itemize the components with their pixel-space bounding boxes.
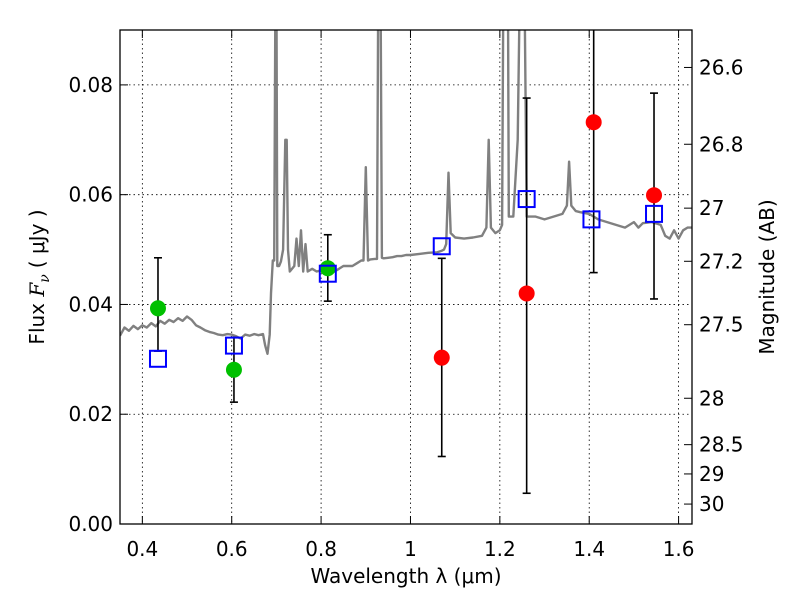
x-tick-label: 1.2 xyxy=(484,537,516,561)
data-point-circle xyxy=(646,187,663,204)
model-photometry-square xyxy=(318,264,337,283)
mag-tick-label: 29 xyxy=(699,462,724,486)
model-photometry-square xyxy=(224,336,243,355)
data-point-circle xyxy=(518,285,535,302)
mag-tick-label: 27.2 xyxy=(699,249,744,273)
spectrum-line xyxy=(120,30,692,355)
data-point-circle xyxy=(585,114,602,131)
axis-ticks: 0.4 0.6 0.8 1 1.2 1.4 1.6 0.00 0.02 0.04 0.06 0.08 2… xyxy=(68,30,744,561)
x-tick-label: 0.6 xyxy=(216,537,248,561)
x-tick-label: 1 xyxy=(404,537,417,561)
mag-tick-label: 28 xyxy=(699,386,724,410)
y-tick-label: 0.06 xyxy=(68,183,113,207)
plot-background xyxy=(120,30,692,524)
mag-tick-label: 26.6 xyxy=(699,55,744,79)
y-tick-label: 0.02 xyxy=(68,402,113,426)
spectrum-layer xyxy=(120,30,692,355)
data-point-circle xyxy=(319,260,336,277)
y-tick-label: 0.08 xyxy=(68,73,113,97)
mag-tick-label: 27.5 xyxy=(699,313,744,337)
mag-tick-label: 27 xyxy=(699,196,724,220)
y-tick-label: 0.00 xyxy=(68,512,113,536)
data-point-circle xyxy=(433,349,450,366)
data-point-circle xyxy=(149,300,166,317)
mag-tick-label: 28.5 xyxy=(699,433,744,457)
model-photometry-square xyxy=(148,349,167,368)
marker-layer xyxy=(148,114,664,378)
x-tick-label: 1.4 xyxy=(573,537,605,561)
x-tick-label: 1.6 xyxy=(663,537,695,561)
data-point-circle xyxy=(225,361,242,378)
y-axis-label: Flux Fν( μJy ) xyxy=(25,209,53,344)
plot-frame xyxy=(119,29,693,525)
y-tick-label: 0.04 xyxy=(68,292,113,316)
mag-tick-label: 30 xyxy=(699,492,724,516)
model-photometry-square xyxy=(517,190,536,209)
mag-tick-label: 26.8 xyxy=(699,132,744,156)
model-photometry-square xyxy=(432,237,451,256)
model-photometry-square xyxy=(582,210,601,229)
x-tick-label: 0.4 xyxy=(126,537,158,561)
x-tick-label: 0.8 xyxy=(305,537,337,561)
y2-axis-label: Magnitude (AB) xyxy=(755,199,779,354)
x-axis-label: Wavelength λ (μm) xyxy=(310,564,501,588)
model-photometry-square xyxy=(645,204,664,223)
